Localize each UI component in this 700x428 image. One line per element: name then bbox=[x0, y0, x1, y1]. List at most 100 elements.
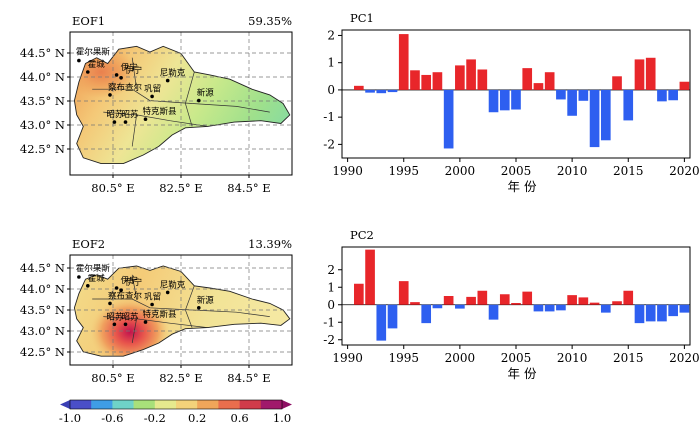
bar bbox=[443, 296, 454, 305]
lon-tick-label: 80.5° E bbox=[91, 181, 134, 195]
colorbar-max-arrow bbox=[282, 400, 292, 409]
eof1-map: 44.5° N 44.0° N 43.5° N 43.0° N 42.5° N 80.5°… bbox=[20, 14, 293, 195]
bar bbox=[522, 68, 533, 90]
bar bbox=[600, 304, 611, 313]
station-marker bbox=[123, 322, 128, 327]
bar bbox=[488, 304, 499, 320]
station-label: 伊宁 bbox=[125, 277, 142, 288]
bar bbox=[612, 301, 622, 305]
station-label: 昭苏 bbox=[122, 311, 140, 322]
x-axis-label: 年 份 bbox=[508, 179, 537, 194]
y-tick-label: -2 bbox=[323, 137, 335, 151]
colorbar-segment bbox=[197, 400, 219, 409]
bar bbox=[365, 249, 375, 305]
bar bbox=[668, 89, 678, 101]
bar bbox=[567, 89, 577, 116]
bar bbox=[679, 304, 690, 313]
colorbar-tick-label: 0.2 bbox=[188, 411, 206, 425]
x-tick-label: 1995 bbox=[388, 351, 419, 365]
station-marker bbox=[143, 320, 148, 324]
x-tick-label: 2005 bbox=[501, 164, 532, 178]
station-marker bbox=[77, 58, 81, 63]
bar bbox=[612, 76, 622, 90]
station-marker bbox=[77, 275, 81, 279]
station-label: 霍尔果斯 bbox=[76, 47, 111, 58]
colorbar-tick-label: 0.6 bbox=[230, 411, 248, 425]
lat-tick-label: 44.5° N bbox=[20, 46, 65, 60]
station-marker bbox=[143, 117, 148, 121]
x-tick-label: 2010 bbox=[557, 351, 588, 365]
bar bbox=[354, 283, 364, 305]
variance-percent: 59.35% bbox=[248, 14, 292, 28]
bar bbox=[421, 304, 432, 324]
colorbar-segment bbox=[133, 400, 156, 409]
colorbar-segment bbox=[154, 400, 177, 409]
bar bbox=[556, 89, 566, 100]
y-tick-label: 2 bbox=[327, 263, 335, 277]
station-marker bbox=[123, 120, 128, 124]
colorbar-segment bbox=[112, 400, 134, 409]
station-marker bbox=[165, 78, 170, 83]
bar bbox=[443, 89, 454, 149]
bar bbox=[421, 74, 432, 90]
lat-tick-label: 44.5° N bbox=[20, 261, 65, 275]
bar bbox=[556, 304, 566, 311]
bar bbox=[623, 89, 634, 121]
station-label: 察布查尔 bbox=[108, 290, 143, 301]
station-label: 巩留 bbox=[144, 292, 161, 303]
y-tick-label: -1 bbox=[323, 110, 335, 124]
station-marker bbox=[197, 98, 201, 103]
station-marker bbox=[165, 290, 170, 295]
bar bbox=[589, 89, 600, 148]
bar bbox=[511, 303, 521, 305]
chart-title: PC1 bbox=[350, 11, 374, 25]
lon-tick-label: 82.5° E bbox=[159, 371, 202, 385]
bar bbox=[679, 81, 690, 90]
bar bbox=[645, 57, 656, 90]
pc2-chart: 2 1 0 -1 -2 1990 1995 2000 2005 2010 2015 2020 PC2 年 … bbox=[323, 228, 699, 381]
x-axis-label: 年 份 bbox=[508, 366, 537, 381]
x-tick-label: 1990 bbox=[332, 164, 363, 178]
bar bbox=[488, 89, 499, 113]
station-label: 伊宁 bbox=[121, 62, 138, 73]
bar bbox=[466, 296, 476, 305]
station-marker bbox=[150, 94, 154, 99]
bar bbox=[657, 304, 667, 322]
lon-tick-label: 84.5° E bbox=[227, 181, 270, 195]
bar bbox=[376, 89, 387, 94]
x-tick-label: 2020 bbox=[669, 164, 700, 178]
bar bbox=[567, 295, 577, 305]
bar bbox=[398, 34, 409, 90]
bar bbox=[410, 302, 420, 305]
station-marker bbox=[114, 73, 119, 77]
lon-tick-label: 82.5° E bbox=[159, 181, 202, 195]
lat-tick-label: 42.5° N bbox=[20, 142, 65, 156]
station-marker bbox=[112, 120, 117, 124]
y-tick-label: -2 bbox=[323, 333, 335, 347]
colorbar-tick-label: 1.0 bbox=[273, 411, 291, 425]
bar bbox=[600, 89, 611, 141]
bar bbox=[398, 281, 409, 305]
bar bbox=[387, 89, 398, 93]
y-tick-label: 1 bbox=[327, 280, 335, 294]
lat-tick-label: 43.5° N bbox=[20, 303, 65, 317]
station-marker bbox=[114, 286, 119, 290]
bar bbox=[533, 83, 544, 90]
bar bbox=[668, 304, 678, 317]
station-label: 伊宁 bbox=[121, 275, 138, 286]
colorbar: -1.0 -0.6 -0.2 0.2 0.6 1.0 bbox=[59, 399, 292, 425]
station-label: 昭苏 bbox=[106, 109, 124, 120]
bar bbox=[511, 89, 521, 110]
colorbar-segment bbox=[218, 400, 240, 409]
station-label: 特克斯县 bbox=[143, 309, 178, 320]
station-marker bbox=[108, 93, 112, 97]
bar bbox=[657, 89, 667, 102]
bar bbox=[477, 290, 488, 305]
station-label: 新源 bbox=[197, 88, 215, 99]
lat-tick-label: 43.5° N bbox=[20, 94, 65, 108]
bar bbox=[645, 304, 656, 322]
x-tick-label: 2015 bbox=[613, 351, 644, 365]
map-title: EOF1 bbox=[72, 14, 105, 28]
colorbar-segment bbox=[91, 400, 113, 409]
y-tick-label: 0 bbox=[327, 298, 335, 312]
